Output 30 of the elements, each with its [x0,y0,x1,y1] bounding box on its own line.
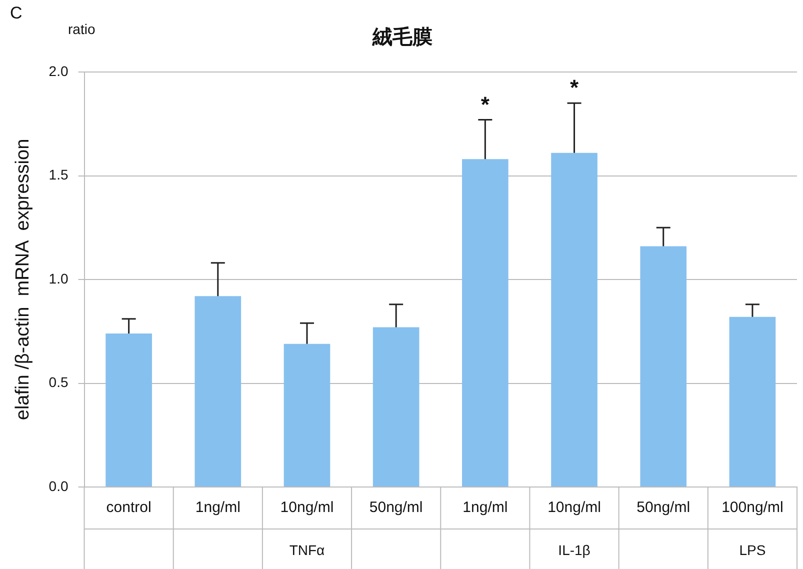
bar [729,316,776,486]
bar [462,159,508,486]
annotation: * [480,92,490,117]
y-tick-label: 1.5 [48,166,68,183]
y-tick-label: 2.0 [48,62,68,79]
text: C [10,4,22,23]
y-axis-title: elafin /β-actin mRNA expression [12,138,34,420]
x-tick-label: 50ng/ml [369,499,423,516]
y-tick-label: 0.0 [48,478,68,494]
text: IL-1β [558,542,590,558]
x-tick-label: 10ng/ml [280,499,334,516]
y-tick-label: 0.5 [48,374,68,390]
x-tick-label: 50ng/ml [636,499,690,516]
text: ratio [68,20,96,37]
chart-title: 絨毛膜 [372,26,432,49]
y-tick-label: 1.0 [48,270,68,286]
bar [106,333,152,486]
bar [194,296,242,486]
bar [372,327,420,486]
x-tick-label: control [106,499,152,516]
bar [284,344,330,486]
text: LPS [739,542,766,558]
annotation: * [570,75,579,100]
text: TNFα [289,542,325,558]
bar [551,152,598,486]
x-tick-label: 100ng/ml [722,499,784,516]
bar [640,246,687,486]
x-tick-label: 10ng/ml [548,499,601,516]
x-tick-label: 1ng/ml [195,499,240,516]
x-tick-label: 1ng/ml [462,499,508,516]
